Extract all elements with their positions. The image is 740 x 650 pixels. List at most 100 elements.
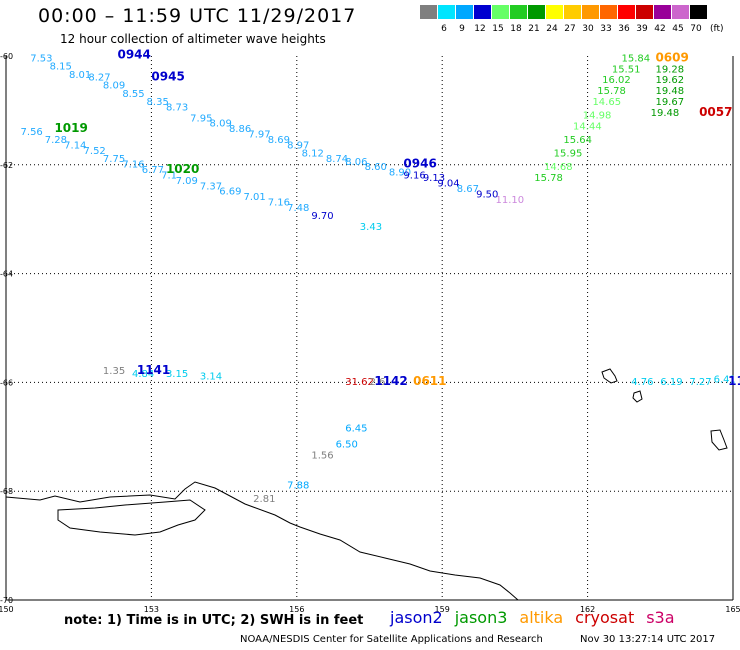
track-0944: 7.538.158.018.278.098.558.358.737.958.09… <box>30 48 524 206</box>
map-title: 00:00 – 11:59 UTC 11/29/2017 <box>38 5 357 27</box>
swh-value: 6.50 <box>336 440 358 451</box>
swh-value: 8.35 <box>147 97 169 108</box>
island-outline <box>632 390 643 403</box>
scale-swatch <box>546 5 563 19</box>
track-1019: 7.567.287.147.527.757.166.777.17.09 7.376… <box>21 121 383 233</box>
track-time-label: 0945 <box>151 69 184 83</box>
scale-swatch <box>528 5 545 19</box>
swh-value: 7.16 <box>122 160 144 171</box>
lat-tick-label: -62 <box>0 161 13 170</box>
scale-label: 70 <box>690 24 702 34</box>
lon-tick-label: 162 <box>580 605 595 614</box>
swh-value: 8.15 <box>50 62 72 73</box>
track-time-label: 0944 <box>117 48 150 62</box>
swh-value: 14.68 <box>544 162 573 173</box>
track-1142: 31.622.6 6.45 6.501.56 7.88 2.81 1142 <box>253 374 408 505</box>
lon-tick-label: 159 <box>435 605 450 614</box>
swh-value: 7.14 <box>64 140 86 151</box>
swh-value: 7.28 <box>45 135 67 146</box>
track-e1: 4.76 6.19 7.276.4111 <box>631 374 740 388</box>
scale-label: 12 <box>474 24 486 34</box>
swh-value: 14.65 <box>592 97 621 108</box>
swh-value: 4.84 <box>132 369 154 380</box>
track-0946: 0946 <box>403 157 436 171</box>
swh-value: 7.97 <box>248 130 270 141</box>
lon-tick-label: 153 <box>144 605 159 614</box>
scale-swatch <box>654 5 671 19</box>
antarctic-coastline <box>5 481 519 601</box>
swh-value: 2.81 <box>253 494 275 505</box>
swh-value: 6.69 <box>219 187 241 198</box>
swh-value: 7.09 <box>176 176 198 187</box>
swh-value: 11.10 <box>496 195 525 206</box>
swh-value: 7.48 <box>287 203 309 214</box>
swh-value: 8.74 <box>326 154 348 165</box>
scale-label: 30 <box>582 24 594 34</box>
swh-value: 8.55 <box>122 89 144 100</box>
island-outline <box>601 368 618 384</box>
swh-value: 7.01 <box>243 192 265 203</box>
swh-value: 7.56 <box>21 127 43 138</box>
swh-value: 6.41 <box>714 374 736 385</box>
swh-value: 8.97 <box>287 140 309 151</box>
swh-value: 6.45 <box>345 423 367 434</box>
swh-value: 7.16 <box>268 198 290 209</box>
swh-value: 8.69 <box>268 135 290 146</box>
scale-unit: (ft) <box>710 24 724 34</box>
altimeter-tracks: 7.538.158.018.278.098.558.358.737.958.09… <box>21 48 740 505</box>
swh-value: 7.37 <box>200 181 222 192</box>
ice-shelf-outline <box>57 499 206 536</box>
swh-value: 8.90 <box>389 168 411 179</box>
swh-value: 31.62 <box>345 377 374 388</box>
scale-swatch <box>474 5 491 19</box>
swh-value: 8.27 <box>88 72 110 83</box>
swh-value: 19.48 <box>651 108 680 119</box>
swh-value: 19.48 <box>655 86 684 97</box>
track-time-label: 1020 <box>166 162 199 176</box>
swh-value: 15.64 <box>563 135 592 146</box>
swh-value: 9.04 <box>437 179 459 190</box>
swh-value: 7.75 <box>103 154 125 165</box>
swh-value: 8.60 <box>365 162 387 173</box>
swh-value: 1.35 <box>103 366 125 377</box>
swh-value: 8.12 <box>302 149 324 160</box>
island-outline <box>710 429 728 451</box>
swh-value: 15.78 <box>534 173 563 184</box>
swh-value: 9.13 <box>423 173 445 184</box>
scale-label: 6 <box>441 24 447 34</box>
legend-cryosat: cryosat <box>575 608 635 627</box>
swh-value: 7.27 <box>689 377 711 388</box>
swh-value: 8.73 <box>166 102 188 113</box>
swh-value: 8.01 <box>69 70 91 81</box>
track-time-label: 0611 <box>413 374 446 388</box>
swh-value: 15.78 <box>597 86 626 97</box>
scale-label: 15 <box>492 24 504 34</box>
track-time-label: 1019 <box>54 121 87 135</box>
swh-value: 9.50 <box>476 189 498 200</box>
swh-value: 7.52 <box>84 146 106 157</box>
legend-jason2: jason2 <box>390 608 443 627</box>
track-time-label: 1142 <box>374 374 407 388</box>
credit-line: NOAA/NESDIS Center for Satellite Applica… <box>240 634 543 645</box>
lon-tick-label: 156 <box>289 605 304 614</box>
scale-label: 39 <box>636 24 648 34</box>
scale-swatch <box>510 5 527 19</box>
legend-s3a: s3a <box>646 608 675 627</box>
scale-label: 18 <box>510 24 522 34</box>
swh-value: 8.86 <box>229 124 251 135</box>
track-0609: 15.8415.5116.0215.7814.6514.9814.4415.64… <box>534 50 689 184</box>
track-1141: 1.35 4.84 3.15 3.14 1141 <box>103 363 222 382</box>
scale-swatch <box>690 5 707 19</box>
scale-swatch <box>564 5 581 19</box>
swh-value: 8.06 <box>345 157 367 168</box>
swh-value: 19.67 <box>655 97 684 108</box>
scale-label: 27 <box>564 24 576 34</box>
scale-swatch <box>672 5 689 19</box>
swh-value: 3.15 <box>166 369 188 380</box>
legend-altika: altika <box>519 608 564 627</box>
scale-swatch <box>618 5 635 19</box>
scale-label: 24 <box>546 24 558 34</box>
coastline <box>5 368 728 601</box>
lat-tick-label: -60 <box>0 52 13 61</box>
scale-swatch <box>582 5 599 19</box>
